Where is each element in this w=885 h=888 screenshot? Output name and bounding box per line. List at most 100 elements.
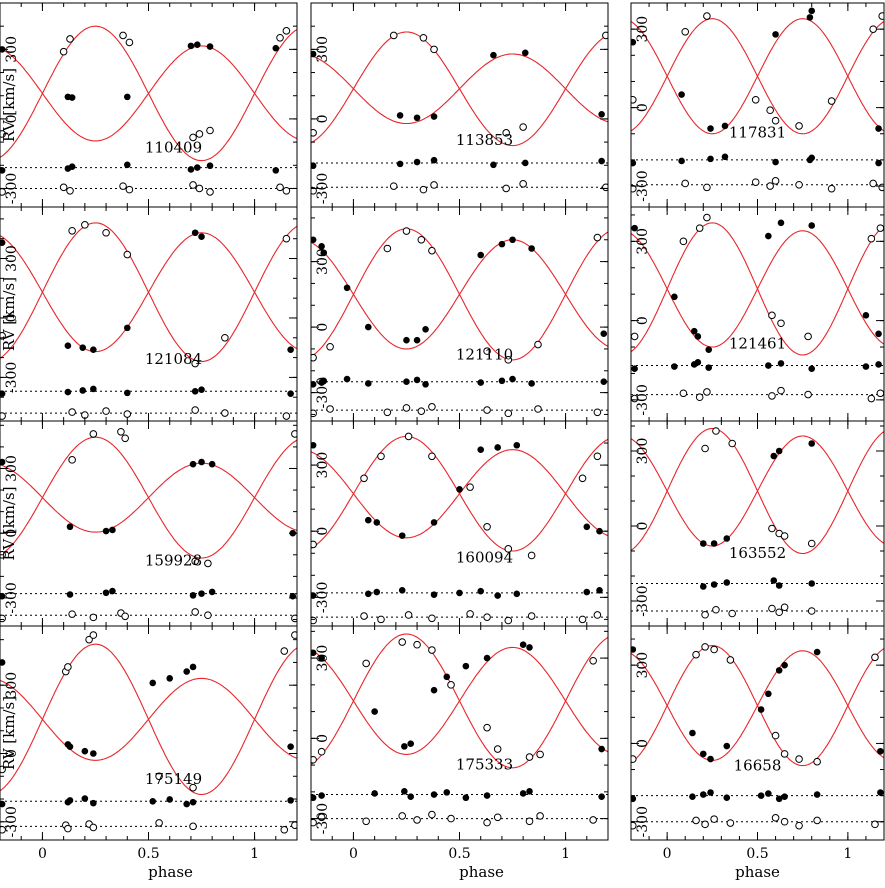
secondary-point	[102, 228, 110, 237]
primary-point	[808, 440, 816, 447]
secondary-residual	[360, 612, 368, 620]
secondary-point	[593, 233, 602, 242]
primary-point	[699, 750, 707, 758]
y-tick-label: 0	[635, 103, 651, 112]
primary-residual	[413, 376, 421, 384]
primary-residual	[66, 591, 74, 598]
secondary-residual	[413, 816, 421, 824]
secondary-residual	[428, 614, 436, 623]
primary-residual	[813, 791, 821, 798]
secondary-point	[771, 731, 780, 740]
secondary-model-curve	[0, 25, 297, 162]
secondary-point	[89, 430, 98, 438]
secondary-point	[701, 643, 709, 651]
x-tick-label: 0	[349, 846, 358, 862]
secondary-residual	[483, 406, 491, 414]
secondary-point	[807, 539, 816, 548]
panel-110409-plot	[0, 25, 297, 196]
panel-16658-plot	[631, 643, 884, 830]
primary-point	[0, 239, 6, 246]
secondary-point	[502, 129, 510, 137]
primary-residual	[699, 583, 707, 590]
secondary-residual	[593, 408, 602, 417]
secondary-residual	[311, 409, 317, 418]
panel-175149-frame	[0, 625, 298, 841]
y-tick-label: -300	[635, 384, 651, 415]
secondary-model-curve	[631, 222, 884, 356]
primary-residual	[272, 167, 280, 174]
primary-residual	[498, 377, 506, 385]
primary-point	[311, 649, 317, 657]
panel-163552-plot	[631, 427, 884, 619]
secondary-residual	[483, 613, 491, 621]
primary-point	[123, 93, 131, 101]
primary-residual	[64, 388, 72, 396]
secondary-residual	[589, 816, 597, 824]
y-tick-label: 0	[4, 114, 20, 123]
primary-point	[528, 245, 535, 252]
secondary-residual	[417, 407, 426, 415]
primary-residual	[79, 387, 87, 394]
primary-residual	[398, 586, 406, 594]
secondary-point	[710, 645, 718, 654]
secondary-residual	[578, 615, 587, 624]
primary-point	[690, 327, 698, 335]
secondary-residual	[728, 609, 737, 618]
primary-point	[187, 42, 195, 50]
primary-point	[318, 654, 325, 662]
y-tick-label: 300	[315, 452, 331, 479]
secondary-point	[869, 25, 877, 33]
primary-residual	[528, 380, 535, 387]
y-tick-label: 300	[4, 672, 20, 699]
secondary-point	[59, 47, 68, 56]
y-tick-label: 0	[4, 529, 20, 538]
secondary-point	[631, 332, 639, 341]
x-tick-label: 0	[663, 846, 672, 862]
primary-residual	[631, 365, 638, 372]
primary-residual	[477, 587, 485, 595]
primary-point	[183, 668, 190, 675]
secondary-residual	[726, 819, 735, 827]
secondary-point	[311, 755, 317, 764]
star-id-label: 121084	[145, 350, 202, 368]
y-tick-label: 0	[315, 527, 331, 536]
primary-point	[494, 444, 501, 451]
secondary-point	[417, 235, 426, 244]
primary-point	[287, 743, 294, 750]
primary-point	[483, 654, 491, 662]
secondary-residual	[89, 823, 98, 832]
primary-point	[66, 743, 74, 750]
panel-121461-plot	[631, 213, 884, 403]
secondary-point	[701, 444, 709, 453]
secondary-point	[504, 545, 513, 553]
primary-residual	[430, 791, 438, 798]
primary-point	[371, 708, 378, 715]
secondary-residual	[191, 608, 199, 616]
primary-residual	[456, 589, 463, 597]
secondary-point	[0, 130, 6, 138]
primary-residual	[598, 793, 605, 800]
x-axis-label: phase	[459, 863, 504, 881]
secondary-residual	[291, 614, 297, 623]
secondary-model-curve	[311, 31, 608, 147]
primary-point	[699, 540, 707, 547]
secondary-residual	[317, 813, 326, 822]
secondary-residual	[280, 825, 289, 834]
secondary-point	[0, 765, 6, 774]
primary-point	[598, 110, 605, 118]
secondary-residual	[751, 178, 760, 186]
secondary-point	[428, 246, 436, 255]
secondary-point	[766, 106, 774, 115]
secondary-point	[125, 38, 134, 47]
primary-residual	[413, 158, 421, 166]
secondary-residual	[804, 390, 812, 399]
primary-residual	[721, 153, 729, 161]
primary-residual	[0, 167, 6, 174]
secondary-residual	[311, 818, 317, 827]
star-id-label: 163552	[729, 544, 786, 562]
primary-residual	[770, 577, 778, 584]
primary-residual	[777, 360, 785, 367]
secondary-residual	[701, 820, 709, 829]
primary-residual	[513, 590, 521, 598]
y-tick-label: -300	[635, 170, 651, 201]
